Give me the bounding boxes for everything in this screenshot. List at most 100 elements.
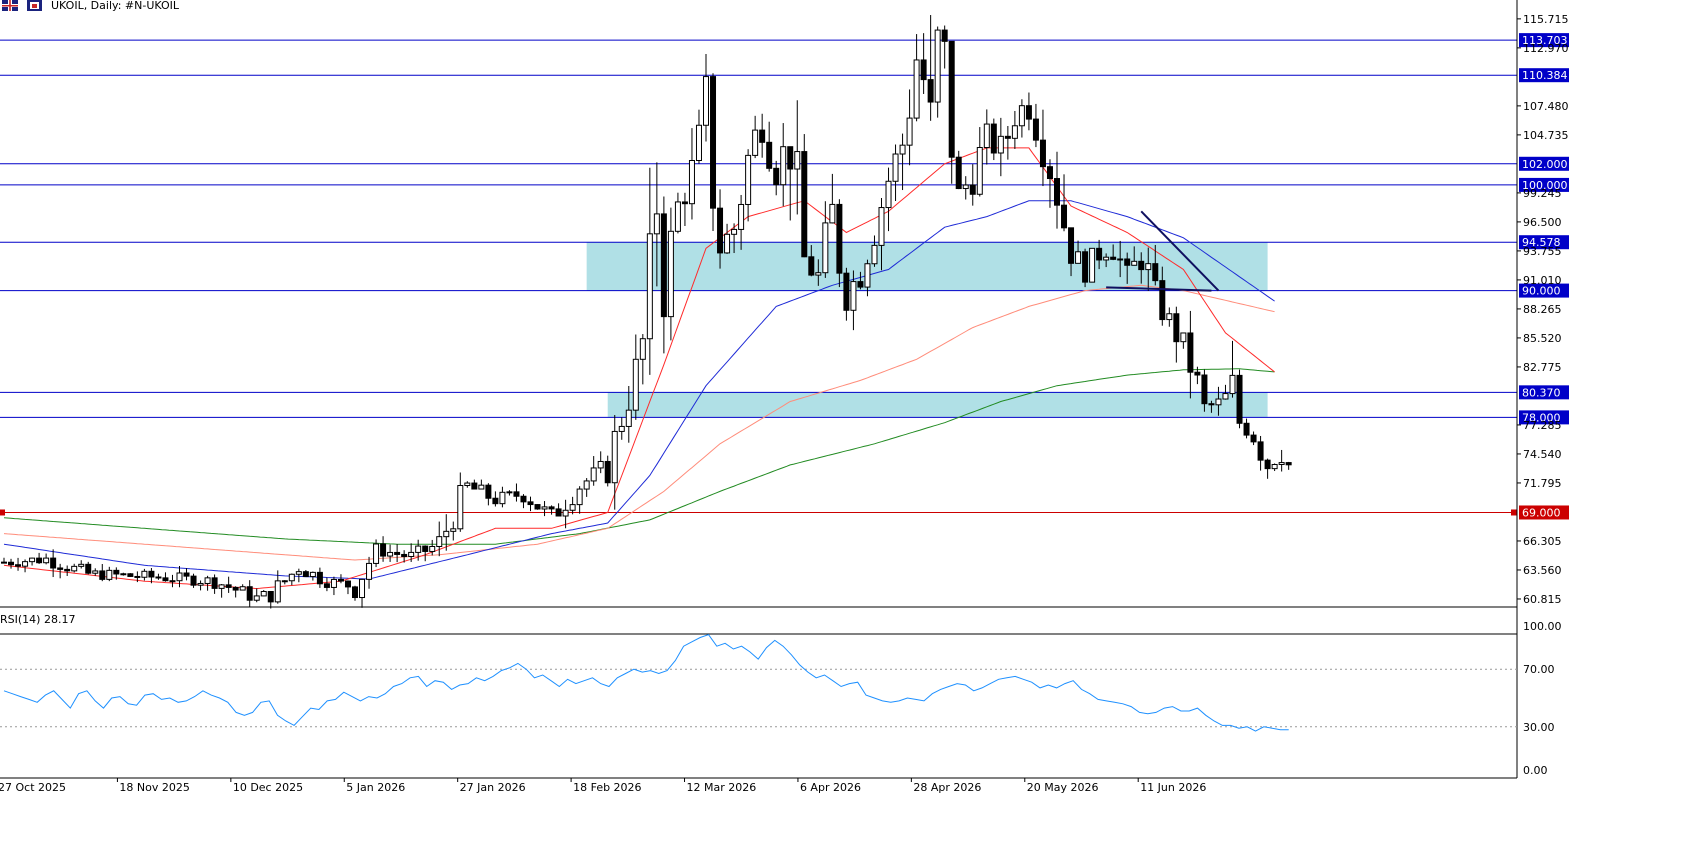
level-lines: 113.703 110.384 102.000 100.000 94.578 90.000… — [0, 33, 1569, 520]
candle-body — [478, 484, 485, 490]
candle-body — [569, 504, 576, 511]
candle-body — [1285, 462, 1292, 466]
trend-line — [1140, 210, 1220, 292]
candle-body — [625, 409, 632, 427]
time-tick-label: 12 Mar 2026 — [687, 781, 757, 794]
candle-body — [745, 154, 752, 205]
candle-body — [969, 184, 976, 195]
candle-body — [1131, 260, 1138, 266]
candle-body — [885, 180, 892, 209]
level-label-bg — [1519, 33, 1569, 48]
candle-body — [913, 59, 920, 119]
uk-flag-icon[interactable] — [2, 0, 18, 11]
candle-body — [162, 577, 169, 582]
candle-body — [1061, 204, 1068, 229]
candle-body — [1236, 374, 1243, 424]
level-label-bg — [1519, 410, 1569, 425]
trend-line — [1106, 286, 1212, 292]
candle-body — [1117, 258, 1124, 261]
candle-body — [464, 482, 471, 487]
candle-body — [681, 201, 688, 205]
candle-body — [344, 580, 351, 588]
candle-body — [450, 528, 457, 532]
candle-body — [78, 563, 85, 567]
candle-body — [962, 184, 969, 190]
candle-body — [1018, 105, 1025, 127]
price-axis: 115.715 112.970 107.480 104.735 99.245 96.500… — [0, 0, 1569, 779]
candle-body — [717, 207, 724, 254]
candle-body — [1159, 280, 1166, 321]
candle-body — [260, 590, 267, 597]
candle-body — [541, 506, 548, 510]
candle-body — [1229, 374, 1236, 395]
candle-body — [527, 501, 534, 506]
time-tick-label: 6 Apr 2026 — [800, 781, 861, 794]
candle-body — [1257, 441, 1264, 461]
symbol-label: UKOIL, Daily: #N-UKOIL — [51, 0, 180, 12]
rsi-panel: 100.00 70.00 30.00 0.00 — [0, 620, 1562, 777]
candle-body — [302, 571, 309, 578]
candle-body — [499, 491, 506, 505]
candle-body — [1082, 251, 1089, 283]
candle-body — [724, 233, 731, 254]
candle-body — [267, 590, 274, 603]
candle-body — [632, 358, 639, 411]
candle-body — [660, 213, 667, 318]
candle-body — [1096, 247, 1103, 261]
time-axis: 27 Oct 2025 18 Nov 2025 10 Dec 2025 5 Jan 2… — [0, 778, 1206, 794]
candle-body — [57, 567, 64, 570]
candle-body — [1075, 251, 1082, 264]
candle-body — [415, 545, 422, 553]
price-tick-label: 77.285 — [1523, 419, 1562, 432]
candle-body — [422, 545, 429, 552]
candle-body — [239, 586, 246, 591]
candle-body — [703, 76, 709, 126]
candle-body — [106, 569, 113, 580]
candle-body — [1004, 135, 1011, 139]
support-resistance-zone — [586, 242, 1268, 291]
candle-body — [857, 281, 864, 288]
trend-lines — [1106, 210, 1220, 292]
candle-body — [520, 495, 527, 503]
candle-body — [548, 506, 555, 510]
candle-body — [997, 135, 1004, 154]
candle-body — [1208, 403, 1215, 406]
candle-body — [976, 147, 983, 195]
candle-body — [871, 244, 878, 265]
level-label: 100.000 — [1522, 179, 1568, 192]
price-tick-label: 96.500 — [1523, 216, 1562, 229]
candle-body — [794, 151, 801, 170]
candle-body — [401, 553, 408, 558]
candle-body — [738, 203, 745, 230]
price-tick-label: 66.305 — [1523, 535, 1562, 548]
time-tick-label: 5 Jan 2026 — [346, 781, 405, 794]
rsi-tick-label: 0.00 — [1523, 764, 1548, 777]
candle-body — [43, 557, 50, 564]
candle-body — [555, 508, 562, 517]
candle-body — [148, 570, 155, 578]
candle-body — [780, 146, 787, 186]
candle-body — [492, 497, 499, 505]
candle-body — [1068, 227, 1075, 264]
candle-body — [983, 123, 990, 149]
candle-body — [787, 146, 794, 170]
price-tick-label: 85.520 — [1523, 332, 1562, 345]
candle-body — [1250, 434, 1257, 443]
candle-body — [941, 29, 948, 42]
candle-body — [288, 573, 295, 582]
candle-body — [337, 578, 344, 582]
level-label-bg — [1519, 68, 1569, 83]
candle-body — [50, 557, 57, 569]
candle-body — [127, 573, 134, 577]
candle-body — [1103, 256, 1110, 261]
candle-body — [29, 557, 36, 563]
price-tick-label: 74.540 — [1523, 448, 1562, 461]
instrument-icon[interactable] — [27, 0, 42, 11]
time-tick-label: 20 May 2026 — [1027, 781, 1099, 794]
level-label-bg — [1519, 505, 1569, 520]
header: UKOIL, Daily: #N-UKOIL — [2, 0, 180, 12]
candle-body — [836, 203, 843, 274]
candle-body — [766, 141, 773, 169]
